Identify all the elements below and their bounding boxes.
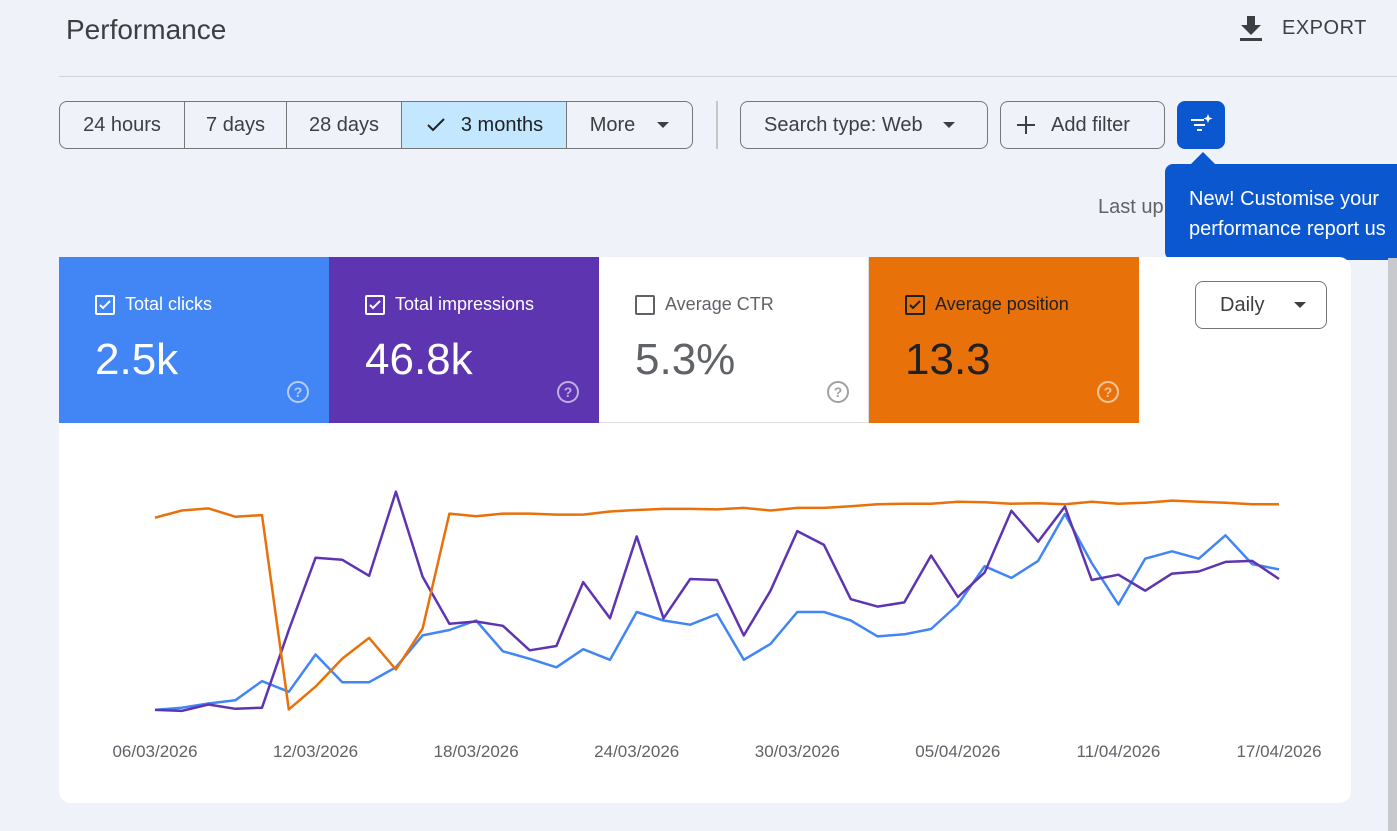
tooltip-arrow	[1191, 152, 1215, 164]
metric-average-position[interactable]: Average position 13.3 ?	[869, 257, 1139, 423]
date-option-more[interactable]: More	[567, 102, 692, 148]
checkmark-icon	[427, 118, 445, 132]
toolbar-separator	[716, 101, 718, 149]
x-tick-label: 18/03/2026	[434, 742, 519, 761]
x-tick-label: 12/03/2026	[273, 742, 358, 761]
checkbox-checked-icon[interactable]	[95, 294, 115, 315]
caret-down-icon	[1294, 302, 1307, 308]
download-icon	[1240, 16, 1262, 41]
caret-down-icon	[942, 122, 955, 128]
series-line-total-impressions	[154, 490, 1280, 713]
checkbox-checked-icon[interactable]	[905, 294, 925, 315]
metric-average-ctr[interactable]: Average CTR 5.3% ?	[599, 257, 869, 423]
checkbox-checked-icon[interactable]	[365, 294, 385, 315]
date-option-28-days[interactable]: 28 days	[287, 102, 402, 148]
performance-line-chart: 06/03/2026 12/03/2026 18/03/2026 24/03/2026…	[112, 490, 1322, 761]
date-range-selector: 24 hours 7 days 28 days 3 months More	[59, 101, 693, 149]
page-scrollbar[interactable]	[1388, 258, 1397, 831]
metric-total-impressions[interactable]: Total impressions 46.8k ?	[329, 257, 599, 423]
last-updated-text: Last up	[1098, 196, 1164, 218]
x-tick-label: 06/03/2026	[112, 742, 197, 761]
help-icon[interactable]: ?	[557, 381, 579, 403]
help-icon[interactable]: ?	[287, 381, 309, 403]
x-tick-label: 17/04/2026	[1236, 742, 1321, 761]
filter-sparkle-icon	[1191, 114, 1213, 131]
search-type-dropdown[interactable]: Search type: Web	[740, 101, 988, 149]
date-option-7-days[interactable]: 7 days	[185, 102, 287, 148]
export-label: EXPORT	[1282, 16, 1367, 39]
page-header: Performance EXPORT	[0, 0, 1397, 77]
series-line-average-position	[154, 499, 1279, 711]
date-option-3-months[interactable]: 3 months	[402, 102, 567, 148]
customize-report-button[interactable]	[1177, 101, 1225, 149]
performance-chart-card: Total clicks 2.5k ? Total impressions 46…	[59, 257, 1351, 803]
x-tick-label: 30/03/2026	[755, 742, 840, 761]
date-option-24-hours[interactable]: 24 hours	[60, 102, 185, 148]
add-filter-button[interactable]: Add filter	[1000, 101, 1165, 149]
x-tick-label: 11/04/2026	[1077, 742, 1161, 761]
page-title: Performance	[66, 14, 227, 45]
help-icon[interactable]: ?	[1097, 381, 1119, 403]
feature-tooltip[interactable]: New! Customise your performance report u…	[1165, 164, 1397, 260]
plus-icon	[1017, 116, 1035, 134]
x-tick-label: 24/03/2026	[594, 742, 679, 761]
checkbox-unchecked-icon[interactable]	[635, 294, 655, 315]
granularity-dropdown[interactable]: Daily	[1195, 281, 1327, 329]
x-tick-label: 05/04/2026	[915, 742, 1000, 761]
metric-total-clicks[interactable]: Total clicks 2.5k ?	[59, 257, 329, 423]
help-icon[interactable]: ?	[827, 381, 849, 403]
series-line-total-clicks	[154, 512, 1280, 712]
header-divider	[59, 76, 1397, 77]
caret-down-icon	[657, 122, 670, 128]
export-button[interactable]: EXPORT	[1238, 14, 1367, 42]
